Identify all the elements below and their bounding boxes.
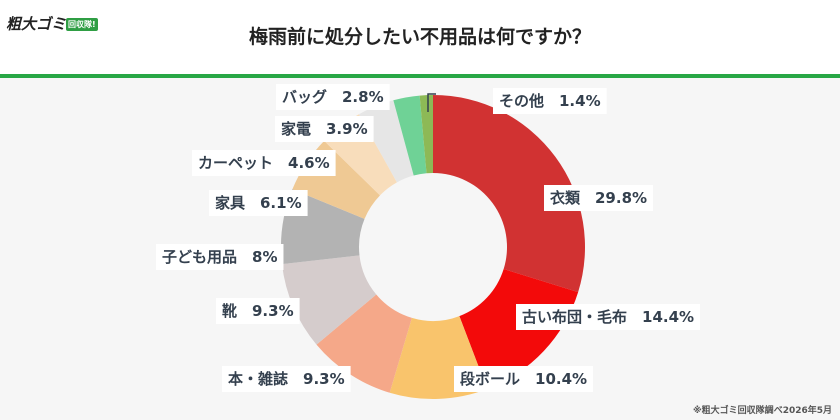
slice-label-text-4: 靴 9.3% [222,302,294,320]
slice-label-box-1 [516,304,701,330]
slice-label-box-9 [276,84,390,110]
slice-label-box-0 [544,185,654,211]
source-note: ※粗大ゴミ回収隊調べ2026年5月 [692,406,832,416]
donut-slice-9 [393,95,427,176]
slice-label-text-8: 家電 3.9% [281,120,368,138]
slice-label-text-7: カーペット 4.6% [198,154,330,172]
slice-label-text-6: 家具 6.1% [215,194,302,212]
slice-label-box-3 [222,366,351,392]
slice-label-7: カーペット 4.6% [192,150,336,176]
donut-slice-0 [433,95,585,293]
donut-slice-10 [419,95,433,174]
brand-name-text: 粗大ゴミ [6,15,67,33]
slice-label-8: 家電 3.9% [275,116,374,142]
slice-label-text-1: 古い布団・毛布 14.4% [522,308,694,326]
slice-label-0: 衣類 29.8% [544,185,654,211]
brand-logo[interactable]: 粗大ゴミ 回収隊! [6,4,124,40]
leader-line-other [427,93,436,112]
donut-slice-4 [281,255,377,345]
title-divider [0,74,840,78]
slice-label-1: 古い布団・毛布 14.4% [516,304,701,330]
brand-name: 粗大ゴミ 回収隊! [6,13,98,34]
slice-label-box-6 [209,190,308,216]
slice-label-box-2 [454,366,594,392]
donut-slice-3 [316,294,412,393]
page-title: 梅雨前に処分したい不用品は何ですか？ [248,26,591,48]
slice-label-box-10 [493,88,607,114]
slice-label-6: 家具 6.1% [209,190,308,216]
slice-label-text-5: 子ども用品 8% [162,248,277,266]
slice-label-box-7 [192,150,336,176]
brand-badge: 回収隊! [66,18,98,31]
slice-label-box-8 [275,116,374,142]
slice-label-9: バッグ 2.8% [276,84,390,110]
slice-label-box-4 [216,298,300,324]
slice-label-5: 子ども用品 8% [156,244,284,270]
slice-label-text-3: 本・雑誌 9.3% [228,370,345,388]
slice-label-text-9: バッグ 2.8% [282,88,384,106]
slice-label-3: 本・雑誌 9.3% [222,366,351,392]
slice-label-text-10: その他 1.4% [499,92,601,110]
slice-label-box-5 [156,244,284,270]
slice-label-4: 靴 9.3% [216,298,300,324]
header: 粗大ゴミ 回収隊! 梅雨前に処分したい不用品は何ですか？ [0,0,840,78]
slice-label-2: 段ボール 10.4% [454,366,594,392]
slice-label-text-0: 衣類 29.8% [550,189,647,207]
slice-label-text-2: 段ボール 10.4% [460,370,587,388]
slice-label-10: その他 1.4% [493,88,607,114]
